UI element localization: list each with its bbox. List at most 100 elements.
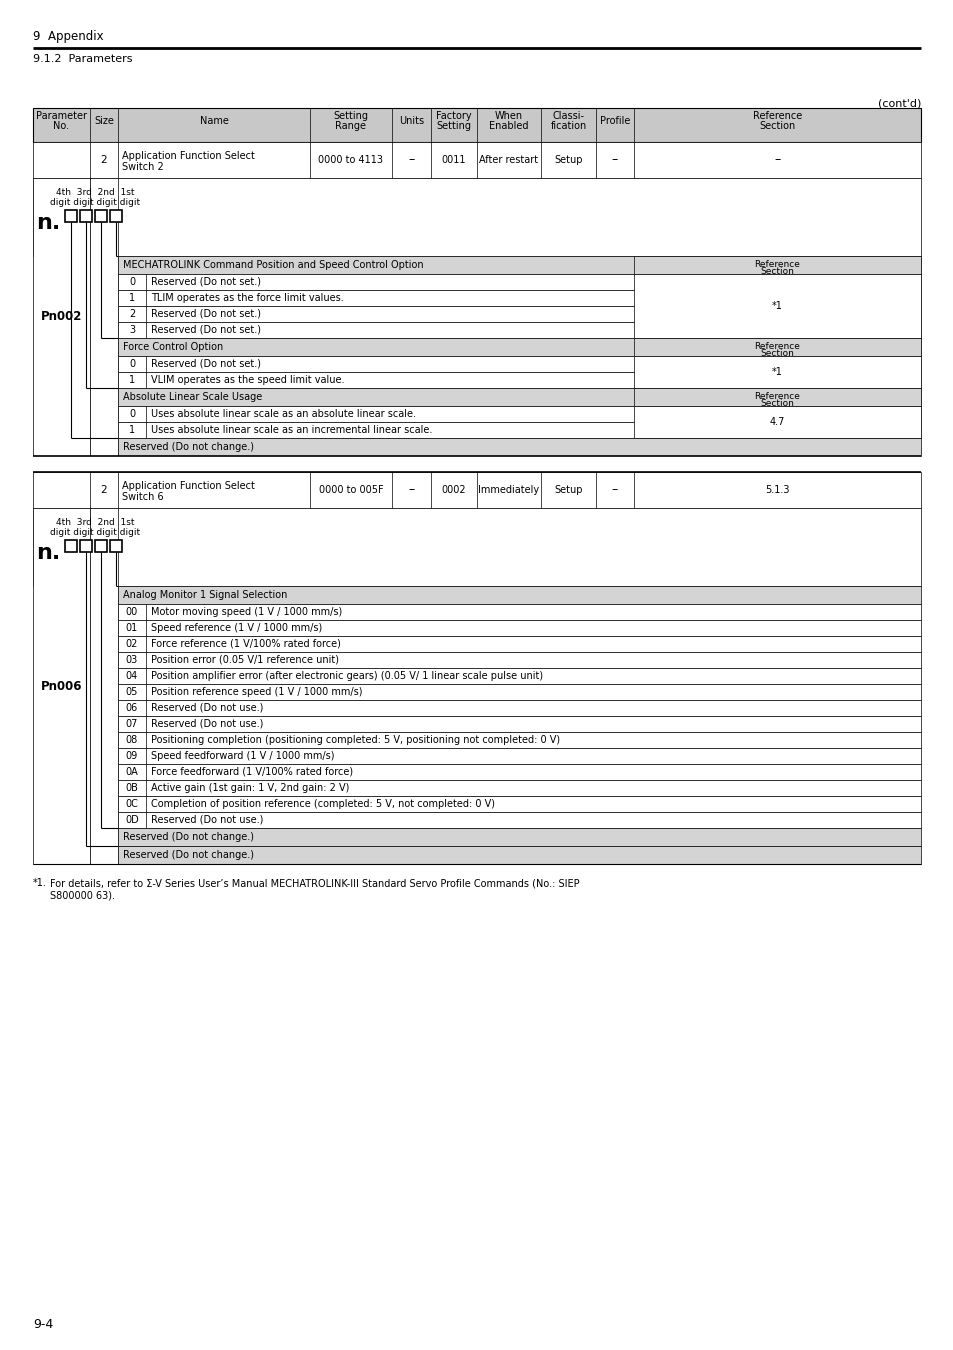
Bar bbox=[118, 356, 920, 373]
Text: 0A: 0A bbox=[126, 767, 138, 778]
Text: Uses absolute linear scale as an incremental linear scale.: Uses absolute linear scale as an increme… bbox=[151, 425, 432, 435]
Text: Range: Range bbox=[335, 122, 366, 131]
Text: MECHATROLINK Command Position and Speed Control Option: MECHATROLINK Command Position and Speed … bbox=[123, 261, 423, 270]
Bar bbox=[634, 387, 920, 406]
Text: digit digit digit digit: digit digit digit digit bbox=[50, 528, 140, 537]
Text: 0C: 0C bbox=[126, 799, 138, 809]
Bar bbox=[90, 178, 118, 456]
Text: Position error (0.05 V/1 reference unit): Position error (0.05 V/1 reference unit) bbox=[151, 655, 338, 666]
Text: *1: *1 bbox=[771, 367, 782, 377]
Text: Section: Section bbox=[760, 400, 794, 408]
Text: 3: 3 bbox=[129, 325, 135, 335]
Text: S800000 63).: S800000 63). bbox=[50, 890, 115, 900]
Bar bbox=[118, 387, 920, 406]
Text: Name: Name bbox=[199, 116, 228, 126]
Bar bbox=[634, 338, 920, 356]
Text: 1: 1 bbox=[129, 425, 135, 435]
Text: 4th  3rd  2nd  1st: 4th 3rd 2nd 1st bbox=[55, 188, 134, 197]
Text: n.: n. bbox=[35, 213, 60, 234]
Bar bbox=[118, 274, 920, 290]
Bar bbox=[65, 540, 77, 552]
Bar bbox=[118, 716, 920, 732]
Bar bbox=[33, 142, 920, 178]
Bar bbox=[118, 373, 920, 387]
Text: Reference: Reference bbox=[754, 342, 800, 351]
Text: 0D: 0D bbox=[125, 815, 139, 825]
Bar bbox=[118, 338, 920, 356]
Bar bbox=[118, 732, 920, 748]
Text: 1: 1 bbox=[129, 293, 135, 302]
Bar bbox=[118, 636, 920, 652]
Text: Setting: Setting bbox=[334, 111, 368, 122]
Bar bbox=[634, 356, 920, 387]
Text: Factory: Factory bbox=[436, 111, 472, 122]
Text: –: – bbox=[611, 154, 618, 166]
Bar bbox=[118, 652, 920, 668]
Text: Reserved (Do not change.): Reserved (Do not change.) bbox=[123, 850, 253, 860]
Text: Size: Size bbox=[94, 116, 113, 126]
Bar bbox=[118, 406, 920, 423]
Text: Motor moving speed (1 V / 1000 mm/s): Motor moving speed (1 V / 1000 mm/s) bbox=[151, 608, 342, 617]
Text: Uses absolute linear scale as an absolute linear scale.: Uses absolute linear scale as an absolut… bbox=[151, 409, 416, 418]
Text: 2: 2 bbox=[101, 155, 107, 165]
Bar bbox=[33, 178, 90, 456]
Bar bbox=[634, 406, 920, 437]
Text: Force Control Option: Force Control Option bbox=[123, 342, 223, 352]
Text: 2: 2 bbox=[101, 485, 107, 495]
Bar bbox=[634, 256, 920, 274]
Text: Section: Section bbox=[759, 122, 795, 131]
Text: Reference: Reference bbox=[754, 392, 800, 401]
Bar bbox=[118, 437, 920, 456]
Text: *1: *1 bbox=[771, 301, 782, 310]
Text: 2: 2 bbox=[129, 309, 135, 319]
Bar bbox=[118, 701, 920, 716]
Bar bbox=[118, 764, 920, 780]
Text: Force feedforward (1 V/100% rated force): Force feedforward (1 V/100% rated force) bbox=[151, 767, 353, 778]
Text: Enabled: Enabled bbox=[489, 122, 528, 131]
Text: 9-4: 9-4 bbox=[33, 1318, 53, 1331]
Bar bbox=[33, 108, 920, 142]
Text: 02: 02 bbox=[126, 639, 138, 649]
Text: 01: 01 bbox=[126, 622, 138, 633]
Bar bbox=[118, 668, 920, 684]
Text: *1.: *1. bbox=[33, 878, 47, 888]
Text: Reserved (Do not set.): Reserved (Do not set.) bbox=[151, 309, 261, 319]
Bar bbox=[118, 290, 920, 306]
Bar bbox=[33, 508, 90, 864]
Text: For details, refer to Σ-V Series User’s Manual MECHATROLINK-III Standard Servo P: For details, refer to Σ-V Series User’s … bbox=[50, 878, 579, 888]
Text: 0: 0 bbox=[129, 359, 135, 369]
Text: –: – bbox=[611, 483, 618, 497]
Text: When: When bbox=[495, 111, 522, 122]
Text: Section: Section bbox=[760, 267, 794, 275]
Text: No.: No. bbox=[53, 122, 70, 131]
Text: Units: Units bbox=[398, 116, 424, 126]
Text: Classi-: Classi- bbox=[552, 111, 584, 122]
Text: 9.1.2  Parameters: 9.1.2 Parameters bbox=[33, 54, 132, 63]
Text: Speed feedforward (1 V / 1000 mm/s): Speed feedforward (1 V / 1000 mm/s) bbox=[151, 751, 335, 761]
Text: Section: Section bbox=[760, 350, 794, 358]
Text: 4.7: 4.7 bbox=[769, 417, 784, 427]
Text: Parameter: Parameter bbox=[36, 111, 87, 122]
Text: Active gain (1st gain: 1 V, 2nd gain: 2 V): Active gain (1st gain: 1 V, 2nd gain: 2 … bbox=[151, 783, 349, 792]
Text: Reserved (Do not use.): Reserved (Do not use.) bbox=[151, 720, 263, 729]
Text: fication: fication bbox=[550, 122, 586, 131]
Bar bbox=[118, 811, 920, 828]
Bar bbox=[634, 274, 920, 338]
Text: Reserved (Do not use.): Reserved (Do not use.) bbox=[151, 815, 263, 825]
Bar bbox=[95, 540, 107, 552]
Text: TLIM operates as the force limit values.: TLIM operates as the force limit values. bbox=[151, 293, 343, 302]
Bar bbox=[118, 306, 920, 323]
Bar bbox=[118, 603, 920, 620]
Text: Setting: Setting bbox=[436, 122, 471, 131]
Text: VLIM operates as the speed limit value.: VLIM operates as the speed limit value. bbox=[151, 375, 344, 385]
Bar bbox=[118, 423, 920, 437]
Bar bbox=[33, 178, 920, 256]
Text: 1: 1 bbox=[129, 375, 135, 385]
Text: Immediately: Immediately bbox=[478, 485, 539, 495]
Bar bbox=[80, 211, 91, 221]
Text: n.: n. bbox=[35, 543, 60, 563]
Text: Reserved (Do not change.): Reserved (Do not change.) bbox=[123, 441, 253, 452]
Text: 0002: 0002 bbox=[441, 485, 466, 495]
Text: Application Function Select: Application Function Select bbox=[122, 151, 254, 161]
Text: –: – bbox=[408, 483, 415, 497]
